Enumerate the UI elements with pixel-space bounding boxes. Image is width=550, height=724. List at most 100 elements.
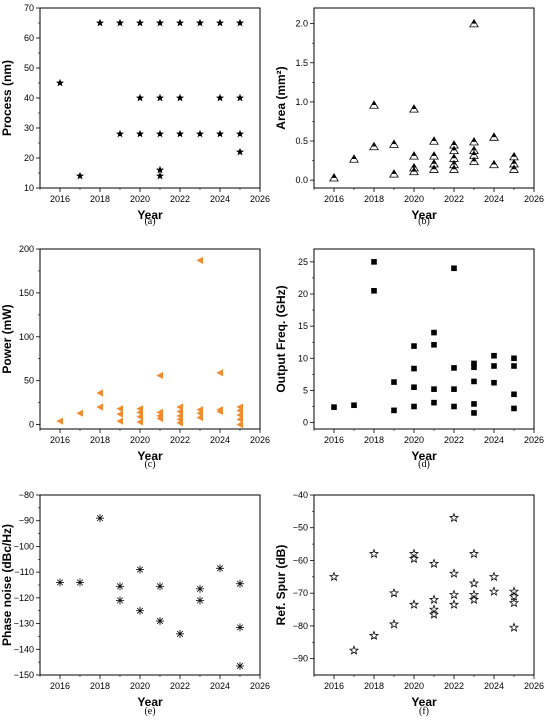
y-tick-label: 0 — [29, 420, 34, 430]
data-point — [368, 630, 380, 641]
x-tick-label: 2022 — [170, 435, 190, 445]
data-point — [411, 343, 417, 349]
data-series — [328, 512, 520, 655]
data-point — [196, 413, 203, 422]
y-tick-label: 30 — [24, 123, 34, 133]
y-tick-label: −150 — [14, 670, 34, 680]
data-point — [471, 378, 477, 385]
data-point — [389, 169, 399, 178]
data-point — [471, 364, 477, 371]
data-point — [236, 129, 244, 138]
data-point — [468, 578, 480, 588]
data-point — [411, 403, 417, 410]
x-tick-label: 2016 — [50, 681, 70, 691]
data-point — [489, 132, 499, 141]
data-point — [236, 415, 243, 423]
data-point — [331, 404, 337, 410]
data-point — [409, 151, 419, 160]
data-point — [448, 599, 460, 609]
panel-caption: (d) — [418, 459, 430, 470]
y-tick-label: −100 — [14, 541, 34, 551]
data-point — [408, 553, 420, 564]
data-point — [508, 597, 520, 608]
data-point — [388, 618, 400, 629]
data-point — [408, 548, 420, 559]
plot-frame — [313, 7, 535, 189]
y-tick-label: −90 — [293, 654, 308, 664]
y-tick-label: −50 — [293, 523, 308, 533]
x-tick-label: 2026 — [250, 435, 270, 445]
x-tick-label: 2024 — [210, 435, 230, 445]
y-axis-label: Phase noise (dBc/Hz) — [0, 524, 14, 646]
data-point — [216, 18, 224, 27]
y-tick-label: 0.5 — [295, 136, 308, 146]
y-tick-label: −130 — [14, 619, 34, 629]
y-tick-label: 20 — [298, 289, 308, 299]
x-tick-label: 2018 — [364, 194, 384, 204]
chart-panel-a: 2016 2018 2020 2022 2024 2026 10 20 30 40 50 60 70 Ye… — [0, 3, 270, 227]
data-point — [329, 173, 339, 182]
data-point — [428, 558, 440, 569]
y-axis-label: Power (mW) — [0, 304, 14, 373]
data-point — [116, 582, 124, 591]
data-point — [136, 606, 144, 615]
data-point — [351, 402, 357, 409]
y-tick-label: 1.5 — [295, 58, 308, 68]
x-tick-label: 2026 — [524, 194, 544, 204]
data-point — [236, 18, 244, 27]
chart-panel-c: 2016 2018 2020 2022 2024 2026 0 50 100 150 200 Year… — [0, 244, 270, 470]
data-point — [116, 18, 124, 27]
data-point — [451, 265, 457, 272]
data-point — [116, 405, 123, 413]
data-point — [176, 419, 183, 427]
data-point — [216, 407, 223, 416]
data-series — [56, 18, 244, 180]
x-tick-label: 2024 — [484, 194, 504, 204]
data-point — [216, 369, 223, 377]
data-point — [428, 594, 440, 605]
data-point — [196, 129, 204, 138]
y-axis-label: Ref. Spur (dB) — [274, 545, 288, 626]
plot-frame — [313, 248, 535, 430]
data-point — [328, 571, 340, 582]
data-point — [469, 156, 479, 165]
data-point — [176, 629, 184, 638]
plot-frame — [39, 7, 261, 189]
data-point — [116, 129, 124, 138]
data-point — [431, 399, 437, 406]
data-point — [156, 129, 164, 138]
data-point — [448, 589, 460, 600]
x-axis-label: Year — [137, 208, 163, 222]
data-point — [488, 586, 500, 596]
data-point — [116, 417, 123, 425]
x-tick-label: 2016 — [324, 681, 344, 691]
data-point — [196, 256, 203, 265]
x-tick-label: 2022 — [170, 681, 190, 691]
data-point — [236, 623, 244, 632]
data-point — [429, 136, 439, 145]
data-point — [509, 151, 519, 161]
x-tick-label: 2016 — [50, 194, 70, 204]
x-tick-label: 2024 — [484, 435, 504, 445]
data-point — [491, 363, 497, 369]
data-point — [76, 171, 84, 180]
data-point — [411, 365, 417, 372]
data-point — [448, 512, 460, 523]
data-point — [56, 417, 63, 425]
x-axis-label: Year — [411, 695, 437, 709]
data-point — [368, 548, 380, 559]
data-point — [431, 341, 437, 348]
data-point — [511, 405, 517, 412]
data-point — [388, 587, 400, 598]
data-point — [236, 579, 244, 588]
y-tick-label: −80 — [19, 490, 34, 500]
data-point — [156, 582, 164, 591]
data-point — [451, 386, 457, 392]
data-point — [96, 18, 104, 27]
x-tick-label: 2022 — [170, 194, 190, 204]
data-point — [136, 18, 144, 27]
data-point — [216, 93, 224, 102]
data-point — [156, 414, 163, 423]
chart-panel-d: 2016 2018 2020 2022 2024 2026 0 5 10 15 20 25 Year Ou… — [274, 248, 544, 470]
data-point — [509, 164, 519, 173]
